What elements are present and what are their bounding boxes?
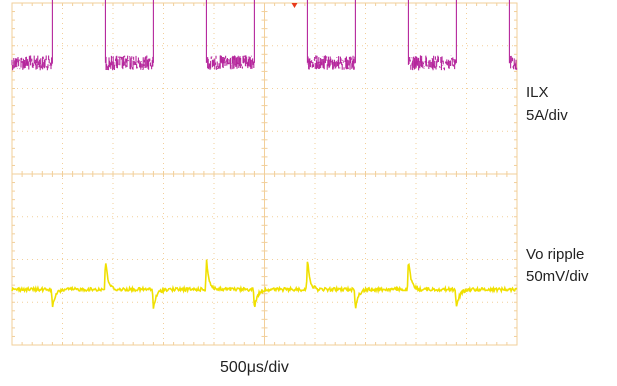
- x-axis-scale-label: 500μs/div: [220, 359, 289, 376]
- ilx-scale-label: 5A/div: [526, 107, 568, 124]
- vo-ripple-series-name: Vo ripple: [526, 246, 585, 263]
- scope-grid: [11, 2, 518, 346]
- ilx-trace: [11, 0, 518, 71]
- trigger-marker: [291, 3, 298, 8]
- vo-ripple-scale-label: 50mV/div: [526, 268, 589, 285]
- ilx-series-name: ILX: [526, 84, 549, 101]
- scope-traces: [11, 0, 518, 309]
- vo-ripple-trace: [11, 259, 518, 309]
